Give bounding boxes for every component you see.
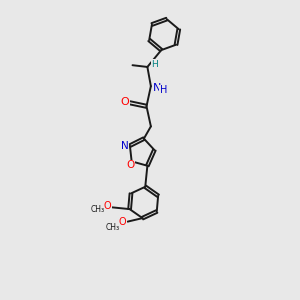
Text: O: O: [119, 218, 127, 227]
Text: H: H: [151, 60, 158, 69]
Text: CH₃: CH₃: [106, 223, 120, 232]
Text: N: N: [121, 141, 129, 151]
Text: O: O: [127, 160, 135, 170]
Text: O: O: [121, 97, 129, 107]
Text: CH₃: CH₃: [90, 206, 104, 214]
Text: O: O: [103, 202, 111, 212]
Text: N: N: [153, 83, 161, 93]
Text: H: H: [160, 85, 167, 95]
